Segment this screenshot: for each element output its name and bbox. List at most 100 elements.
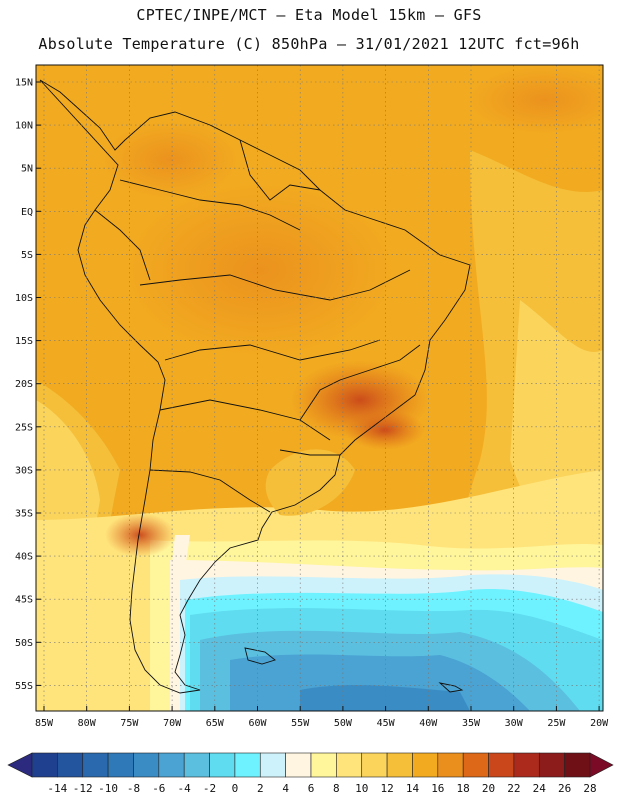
border-bolivia-paraguay [159,399,331,441]
colorbar-swatch [183,752,210,778]
colorbar-swatch [564,752,591,778]
lat-tick-label: 45S [15,595,33,606]
colorbar-label: 4 [282,782,289,795]
colorbar-swatch [412,752,439,778]
colorbar-swatch [310,752,337,778]
colorbar-label: 22 [507,782,520,795]
colorbar-swatch [437,752,464,778]
lon-tick-label: 35W [462,718,481,729]
lon-tick-label: 25W [547,718,566,729]
colorbar-label: -6 [152,782,165,795]
colorbar-swatch [234,752,261,778]
border-ecuador-peru [94,209,151,281]
colorbar-label: 10 [355,782,368,795]
lat-tick-label: 40S [15,552,33,563]
lon-tick-label: 45W [377,718,396,729]
lon-tick-label: 85W [35,718,54,729]
colorbar-swatch [107,752,134,778]
field-ne-atlantic-20 [465,65,603,135]
colorbar-swatch [336,752,363,778]
border-peru-bolivia-brazil [164,339,381,361]
graticule [36,65,603,711]
field-north-20 [100,120,240,200]
longitude-axis: 85W 80W 75W 70W 65W 60W 55W 50W 45W 40W 35W 30W 25W 2… [35,706,609,729]
colorbar-left-arrow [7,752,33,778]
border-argentina [149,469,271,513]
colorbar-label: -12 [73,782,93,795]
colorbar-label: -4 [178,782,192,795]
lat-tick-label: 50S [15,638,33,649]
colorbar-swatch [285,752,312,778]
field-patagonia-8 [170,535,190,580]
lat-tick-label: 35S [15,509,33,520]
colorbar-label: 0 [232,782,239,795]
colorbar-label: 24 [533,782,547,795]
chart-title-line1: CPTEC/INPE/MCT – Eta Model 15km – GFS [136,6,482,24]
lon-tick-label: 50W [334,718,353,729]
lat-tick-label: 10N [15,121,33,132]
colorbar-label: 14 [406,782,420,795]
field-amazon-20 [120,180,400,360]
lon-tick-label: 65W [206,718,225,729]
field-plata-16 [265,449,355,516]
colorbar-label: -2 [203,782,216,795]
lat-tick-label: 15S [15,336,33,347]
colorbar-label: 6 [308,782,315,795]
lon-tick-label: 80W [78,718,97,729]
lat-tick-label: 5S [21,250,33,261]
field-coast-22 [345,410,425,450]
colorbar-swatch [513,752,540,778]
colorbar-swatch [386,752,413,778]
field-andes-22 [105,513,175,557]
border-colombia-venezuela [119,179,301,231]
lat-tick-label: 30S [15,465,33,476]
lon-tick-label: 30W [505,718,524,729]
border-amazon [139,269,411,301]
colorbar-swatch [158,752,185,778]
map-border [35,64,604,712]
colorbar-swatch [538,752,565,778]
lon-tick-label: 55W [291,718,310,729]
colorbar-label: 12 [380,782,393,795]
colorbar-swatch [133,752,160,778]
field-south-minus4 [300,685,470,711]
lat-tick-label: 10S [15,293,33,304]
lat-tick-label: 5N [21,164,33,175]
temperature-field [36,65,603,711]
chart-title-line2: Absolute Temperature (C) 850hPa – 31/01/… [38,35,580,53]
colorbar-label: -14 [47,782,67,795]
latitude-axis: 15N 10N 5N EQ 5S 10S 15S 20S 25S 30S 35S 40S 45S 50S 5… [15,78,41,692]
island-south-georgia [438,682,464,693]
lat-tick-label: 25S [15,422,33,433]
colorbar-swatch [361,752,388,778]
colorbar-label: 20 [482,782,495,795]
lat-tick-label: 20S [15,379,33,390]
colorbar-swatch [209,752,236,778]
border-brazil-states [299,344,421,421]
colorbar-label: 8 [333,782,340,795]
lat-tick-label: EQ [21,207,33,218]
lat-tick-label: 15N [15,78,33,89]
colorbar-label: 28 [583,782,596,795]
lon-tick-label: 70W [163,718,182,729]
colorbar-label: 2 [257,782,264,795]
lon-tick-label: 20W [590,718,609,729]
colorbar-swatch [31,752,58,778]
colorbar-label: 26 [558,782,571,795]
colorbar: -14 -12 -10 -8 -6 -4 -2 0 2 4 6 8 10 12 14 16 18 20 22 24 26… [7,752,614,795]
colorbar-swatch [259,752,286,778]
colorbar-swatch [462,752,489,778]
island-falklands [244,647,276,665]
border-uruguay [279,449,340,456]
lat-tick-label: 55S [15,681,33,692]
colorbar-label: -8 [127,782,140,795]
colorbar-swatch [82,752,109,778]
colorbar-swatch [57,752,84,778]
colorbar-swatch [488,752,515,778]
colorbar-label: 18 [457,782,470,795]
lon-tick-label: 40W [419,718,438,729]
colorbar-label: -10 [98,782,118,795]
colorbar-label: 16 [431,782,444,795]
colorbar-right-arrow [589,752,614,778]
